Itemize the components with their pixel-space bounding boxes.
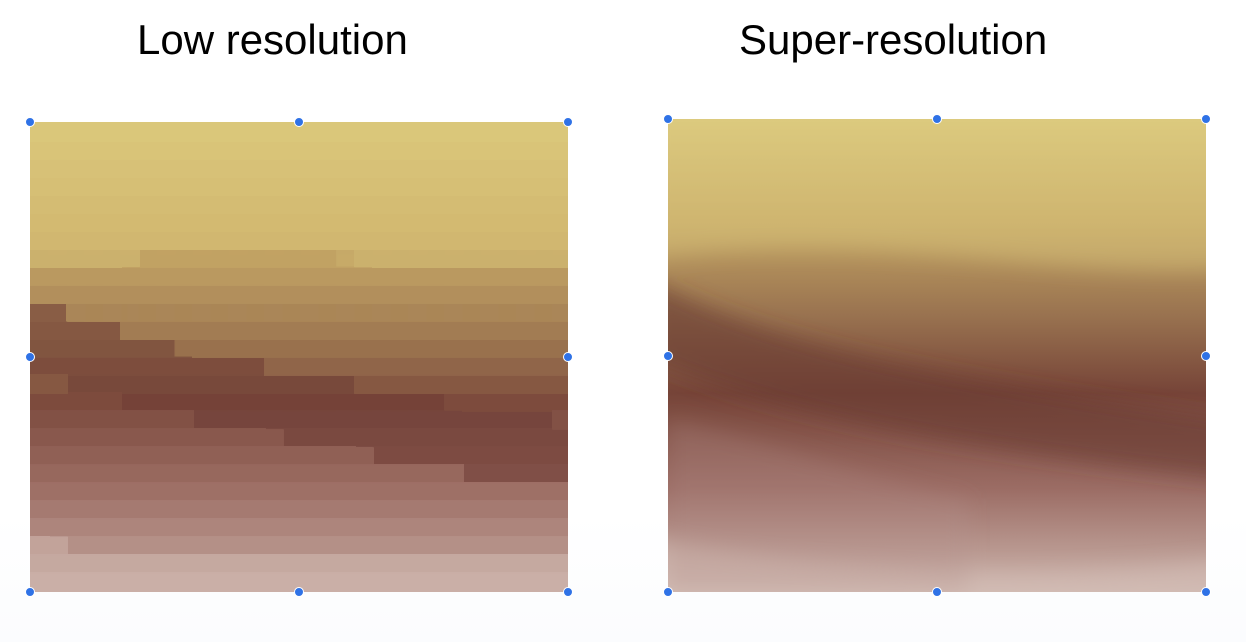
- resize-handle-top-right[interactable]: [1201, 114, 1211, 124]
- resize-handle-bottom-center[interactable]: [932, 587, 942, 597]
- resize-handle-bottom-center[interactable]: [294, 587, 304, 597]
- resize-handle-top-center[interactable]: [294, 117, 304, 127]
- resize-handle-bottom-right[interactable]: [563, 587, 573, 597]
- low-resolution-title: Low resolution: [137, 16, 408, 64]
- resize-handle-bottom-right[interactable]: [1201, 587, 1211, 597]
- super-resolution-image[interactable]: [668, 119, 1206, 592]
- resize-handle-bottom-left[interactable]: [663, 587, 673, 597]
- resize-handle-middle-right[interactable]: [563, 352, 573, 362]
- resize-handle-middle-left[interactable]: [25, 352, 35, 362]
- super-resolution-title: Super-resolution: [739, 16, 1047, 64]
- resize-handle-top-left[interactable]: [25, 117, 35, 127]
- low-resolution-image[interactable]: [30, 122, 568, 592]
- super-resolution-texture: [668, 119, 1206, 592]
- resize-handle-middle-left[interactable]: [663, 351, 673, 361]
- resize-handle-top-center[interactable]: [932, 114, 942, 124]
- resize-handle-top-right[interactable]: [563, 117, 573, 127]
- resize-handle-middle-right[interactable]: [1201, 351, 1211, 361]
- low-resolution-texture: [30, 122, 568, 592]
- resize-handle-top-left[interactable]: [663, 114, 673, 124]
- resize-handle-bottom-left[interactable]: [25, 587, 35, 597]
